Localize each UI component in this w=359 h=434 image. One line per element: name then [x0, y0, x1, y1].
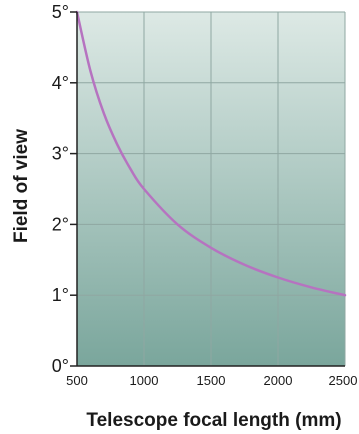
- y-tick-label: 2°: [52, 214, 69, 234]
- gridlines: [77, 11, 346, 366]
- y-axis-label: Field of view: [11, 129, 32, 243]
- axes: [70, 11, 345, 367]
- y-tick-label: 3°: [52, 144, 69, 164]
- y-tick-label: 4°: [52, 73, 69, 93]
- x-tick-label: 500: [66, 373, 88, 388]
- y-tick-label: 0°: [52, 356, 69, 376]
- x-tick-label: 1000: [130, 373, 159, 388]
- x-tick-label: 2000: [264, 373, 293, 388]
- x-axis-label: Telescope focal length (mm): [86, 410, 341, 431]
- x-tick-label: 1500: [197, 373, 226, 388]
- series-line: [75, 10, 347, 297]
- tick-labels: 500 1000 1500 2000 2500 0° 1° 2° 3° 4° 5°: [52, 2, 358, 388]
- y-tick-label: 1°: [52, 285, 69, 305]
- x-tick-label: 2500: [329, 373, 358, 388]
- y-tick-label: 5°: [52, 2, 69, 22]
- data-series: [75, 10, 347, 297]
